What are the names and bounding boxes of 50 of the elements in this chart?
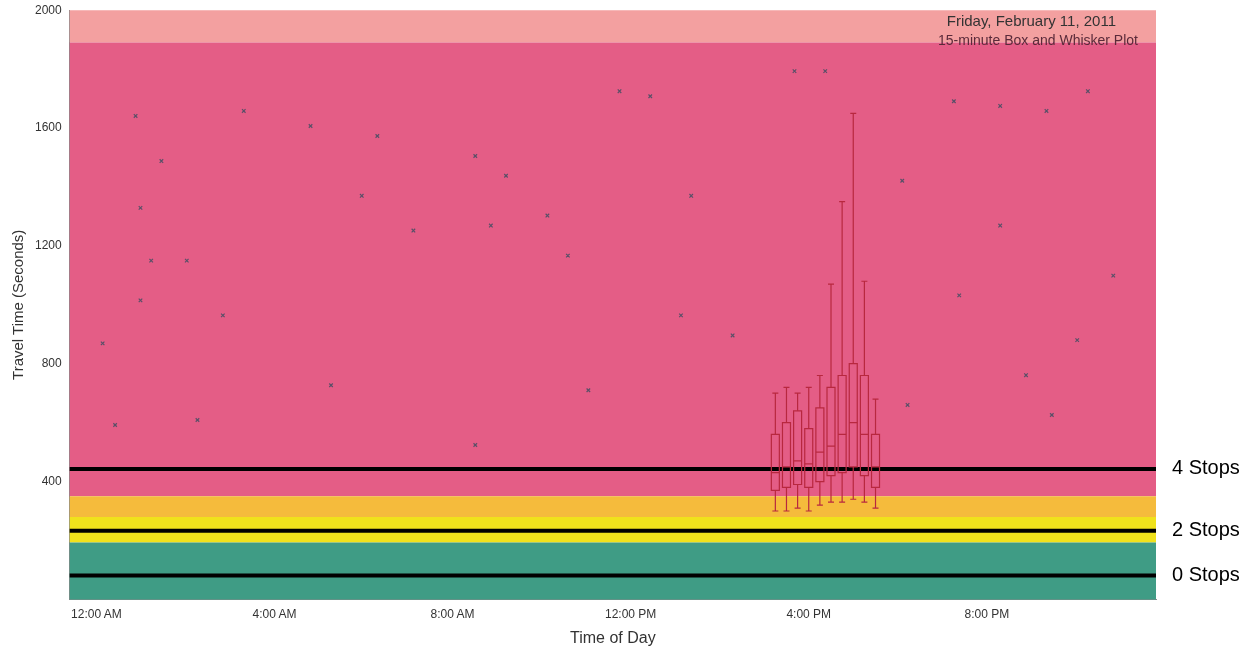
point: [1049, 412, 1055, 418]
point: [472, 442, 478, 448]
point: [503, 173, 509, 179]
point: [148, 258, 154, 263]
point: [997, 103, 1003, 109]
y-tick-label: 800: [41, 356, 63, 371]
point: [138, 205, 143, 211]
ref-line-label: 2 Stops: [1172, 518, 1240, 541]
x-tick-label: 4:00 AM: [252, 606, 297, 621]
x-axis-title: Time of Day: [570, 628, 656, 646]
point: [133, 113, 138, 119]
point: [184, 258, 190, 263]
y-tick-label: 400: [41, 473, 63, 488]
point: [159, 158, 164, 164]
ref-line-label: 4 Stops: [1172, 456, 1240, 479]
point: [1044, 108, 1049, 114]
x-tick-label: 8:00 AM: [430, 606, 475, 621]
x-tick-label: 4:00 PM: [786, 606, 832, 621]
point: [678, 313, 684, 318]
point: [565, 253, 571, 258]
point: [488, 223, 494, 228]
y-axis-title: Travel Time (Seconds): [9, 229, 27, 380]
point: [585, 387, 591, 393]
y-tick-label: 1200: [34, 238, 63, 253]
point: [241, 108, 247, 114]
point: [1110, 273, 1116, 278]
point: [951, 98, 957, 104]
point: [1085, 88, 1091, 94]
point: [308, 123, 313, 129]
point: [997, 223, 1003, 228]
point: [374, 133, 380, 139]
point: [956, 293, 962, 298]
y-tick-label: 2000: [34, 2, 63, 17]
point: [1023, 372, 1029, 378]
point: [905, 402, 910, 408]
x-tick-label: 8:00 PM: [964, 606, 1010, 621]
point: [328, 382, 334, 388]
x-tick-label: 12:00 PM: [604, 606, 657, 621]
text: 15-minute Box and Whisker Plot: [938, 32, 1139, 49]
y-tick-label: 1600: [34, 120, 63, 135]
point: [617, 88, 622, 94]
ref-line-label: 0 Stops: [1172, 563, 1240, 586]
chart-title: Friday, February 11, 2011: [946, 11, 1116, 29]
x-tick-label: 12:00 AM: [71, 606, 122, 621]
point: [792, 68, 797, 74]
point: [112, 422, 118, 428]
point: [195, 417, 200, 423]
point: [472, 153, 478, 159]
point: [138, 298, 143, 303]
point: [220, 313, 226, 318]
